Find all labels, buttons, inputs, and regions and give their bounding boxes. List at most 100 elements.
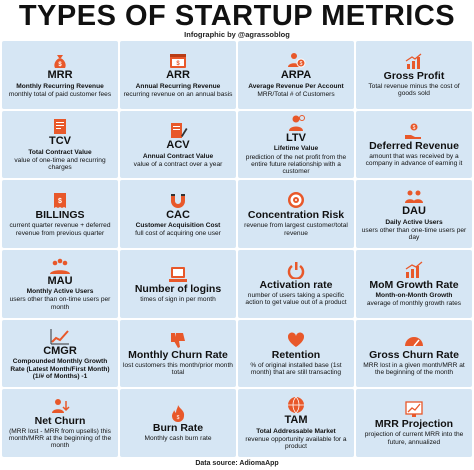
metric-description: prediction of the net profit from the en… <box>245 153 347 176</box>
metric-name: Deferred Revenue <box>369 139 459 152</box>
metric-description: value of one-time and recurring charges <box>14 157 106 172</box>
metric-description: lost customers this month/prior month to… <box>123 361 233 376</box>
metric-description: Monthly cash burn rate <box>144 435 212 443</box>
calendar-money-icon: $ <box>167 51 189 69</box>
metric-full-name: Average Revenue Per Account <box>248 82 344 90</box>
metric-card: ACV Annual Contract Value value of a contr… <box>120 110 236 179</box>
metric-full-name: Total Addressable Market <box>256 427 336 435</box>
metric-card: Gross Churn Rate MRR lost in a given mont… <box>356 319 472 388</box>
metric-full-name: Annual Contract Value <box>142 152 214 160</box>
user-down-icon <box>49 397 71 415</box>
metric-card: CMGR Compounded Monthly Growth Rate (Late… <box>2 319 118 388</box>
metric-card: $ MRR Monthly Recurring Revenue monthly tot… <box>2 41 118 109</box>
metric-card: Concentration Risk revenue from largest c… <box>238 180 354 248</box>
metric-full-name: Total Contract Value <box>28 148 92 156</box>
metric-description: monthly total of paid customer fees <box>8 91 112 99</box>
projection-chart-icon <box>403 400 425 418</box>
metric-card: Gross Profit Total revenue minus the cost… <box>356 41 472 109</box>
metric-card: $ ARR Annual Recurring Revenue recurring re… <box>120 41 236 109</box>
svg-text:$: $ <box>177 415 180 421</box>
metric-description: MRR lost in a given month/MRR at the beg… <box>363 361 465 376</box>
metric-description: times of sign in per month <box>140 295 216 303</box>
metric-description: value of a contract over a year <box>133 160 223 168</box>
metric-description: full cost of acquiring one user <box>135 230 221 238</box>
metric-card: Retention% of original installed base (1… <box>238 319 354 388</box>
metric-card: MAU Monthly Active Users users other than … <box>2 249 118 318</box>
metric-name: Concentration Risk <box>247 209 345 222</box>
metric-card: TCV Total Contract Value value of one-time… <box>2 110 118 179</box>
metric-description: projection of current MRR into the futur… <box>364 431 464 446</box>
page-title: TYPES OF STARTUP METRICS <box>18 0 456 32</box>
svg-text:$: $ <box>58 62 62 68</box>
metric-name: TAM <box>284 414 308 426</box>
rising-coins-icon <box>403 52 425 70</box>
metric-description: average of monthly growth rates <box>366 299 462 307</box>
invoice-icon: $ <box>49 191 71 209</box>
metric-name: MoM Growth Rate <box>369 278 459 291</box>
metric-description: MRR/Total # of Customers <box>257 91 335 99</box>
metric-name: Net Churn <box>34 414 86 427</box>
metric-card: Monthly Churn Rate lost customers this mo… <box>120 319 236 388</box>
metric-name: CAC <box>166 208 190 221</box>
metric-name: MAU <box>47 274 73 287</box>
hand-coin-icon: $ <box>403 122 425 140</box>
metric-card: MRR Projection projection of current MRR … <box>356 389 472 457</box>
metric-full-name: Customer Acquisition Cost <box>135 222 221 230</box>
metric-description: users other than on-time users per month <box>9 296 111 311</box>
growth-chart-icon <box>49 327 71 345</box>
metric-name: LTV <box>286 131 306 144</box>
globe-icon <box>285 396 307 414</box>
target-icon <box>285 191 307 209</box>
metric-card: TAM Total Addressable Market revenue oppor… <box>238 389 354 457</box>
metric-card: DAU Daily Active Users users other than on… <box>356 180 472 248</box>
loyalty-icon <box>285 331 307 349</box>
svg-text:$: $ <box>300 61 303 67</box>
metric-card: MoM Growth Rate Month-on-Month Growth aver… <box>356 249 472 318</box>
users-icon <box>403 187 425 205</box>
svg-text:$: $ <box>413 125 416 131</box>
metric-description: revenue opportunity available for a prod… <box>245 435 347 451</box>
metric-name: Gross Profit <box>383 70 445 83</box>
metric-full-name: Monthly Recurring Revenue <box>16 82 104 90</box>
metric-description: users other than one-time users per day <box>361 226 467 242</box>
metric-name: Number of logins <box>134 282 222 295</box>
metric-full-name: Annual Recurring Revenue <box>135 82 221 90</box>
metric-full-name: Month-on-Month Growth <box>375 291 453 299</box>
metric-full-name: Daily Active Users <box>385 218 443 226</box>
login-icon <box>167 265 189 283</box>
metric-name: Retention <box>271 348 321 361</box>
metric-full-name: Monthly Active Users <box>26 288 94 296</box>
metric-name: ARR <box>166 69 190 82</box>
metric-name: MRR <box>47 69 73 82</box>
metric-description: recurring revenue on an annual basis <box>123 91 233 99</box>
svg-text:$: $ <box>176 61 180 67</box>
contract-icon <box>49 117 71 135</box>
metric-name: ACV <box>166 138 190 151</box>
metric-description: % of original installed base (1st month)… <box>250 361 342 376</box>
fire-money-icon: $ <box>167 404 189 423</box>
metric-name: BILLINGS <box>35 209 85 222</box>
metric-name: ARPA <box>280 69 312 82</box>
metric-description: current quarter revenue + deferred reven… <box>9 222 111 237</box>
metric-name: TCV <box>49 135 71 148</box>
metric-description: number of users taking a specific action… <box>245 292 347 307</box>
bar-growth-icon <box>403 261 425 279</box>
contract-pen-icon <box>167 121 189 139</box>
metric-description: (MRR lost - MRR from upsells) this month… <box>8 427 112 450</box>
metric-card: Number of logins times of sign in per mon… <box>120 249 236 318</box>
power-icon <box>285 261 307 280</box>
metrics-grid: $ MRR Monthly Recurring Revenue monthly tot… <box>2 41 472 457</box>
metric-name: Gross Churn Rate <box>369 348 459 361</box>
moneybag-icon: $ <box>49 51 71 69</box>
speedometer-icon <box>403 331 425 349</box>
metric-card: Net Churn (MRR lost - MRR from upsells) t… <box>2 389 118 457</box>
metric-card: $ Deferred Revenue amount that was receive… <box>356 110 472 179</box>
metric-name: CMGR <box>43 344 77 357</box>
data-source: Data source: AdiomaApp <box>195 460 279 467</box>
metric-card: $ BILLINGS current quarter revenue + defer… <box>2 180 118 248</box>
metric-description: amount that was received by a company in… <box>365 152 463 167</box>
metric-card: $ ARPA Average Revenue Per Account MRR/Tota… <box>238 41 354 109</box>
page-subtitle: Infographic by @agrassoblog <box>184 30 290 39</box>
users-group-icon <box>49 257 71 275</box>
metric-description: revenue from largest customer/total reve… <box>244 222 348 237</box>
